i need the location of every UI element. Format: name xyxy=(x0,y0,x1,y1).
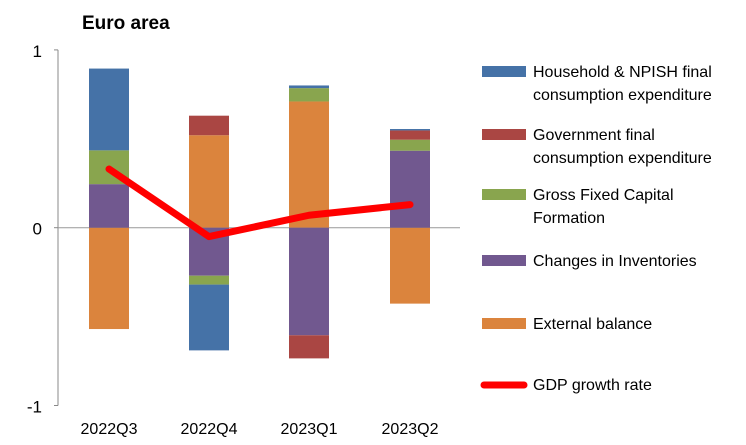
bar-segment xyxy=(390,227,430,304)
x-tick-label: 2022Q4 xyxy=(181,421,238,438)
bar-segment xyxy=(289,101,329,228)
bar-segment xyxy=(390,129,430,131)
legend-label: GDP growth rate xyxy=(533,377,652,394)
legend-label: Formation xyxy=(533,210,605,227)
legend-swatch xyxy=(482,189,526,200)
bar-segment xyxy=(289,227,329,336)
legend-label: Household & NPISH final xyxy=(533,64,712,81)
legend-label: Government final xyxy=(533,127,655,144)
y-tick-label: 0 xyxy=(33,220,42,239)
x-tick-label: 2023Q2 xyxy=(382,421,439,438)
legend-swatch xyxy=(482,255,526,266)
legend-label: Gross Fixed Capital xyxy=(533,187,674,204)
legend-swatch xyxy=(482,318,526,329)
x-tick-label: 2022Q3 xyxy=(81,421,138,438)
y-tick-label: 1 xyxy=(33,42,42,61)
bar-segment xyxy=(189,275,229,285)
bar-segment xyxy=(89,227,129,330)
gdp-line xyxy=(105,165,414,241)
bar-segment xyxy=(289,88,329,102)
x-tick-label: 2023Q1 xyxy=(281,421,338,438)
bar-segment xyxy=(89,184,129,228)
chart-title: Euro area xyxy=(82,13,170,34)
legend-swatch xyxy=(482,129,526,140)
bar-segment xyxy=(390,150,430,228)
bar-segment xyxy=(189,135,229,228)
bar-segment xyxy=(390,130,430,140)
legend-label: Changes in Inventories xyxy=(533,253,697,270)
legend-label: consumption expenditure xyxy=(533,87,712,104)
bar-segment xyxy=(289,335,329,359)
bar-segment xyxy=(189,284,229,351)
legend-swatch xyxy=(482,66,526,77)
legend-label: External balance xyxy=(533,316,652,333)
bar-segment xyxy=(390,139,430,151)
bar-segment xyxy=(89,68,129,151)
y-tick-label: -1 xyxy=(27,398,42,417)
bar-segment xyxy=(189,115,229,136)
legend-label: consumption expenditure xyxy=(533,150,712,167)
bar-segment xyxy=(289,85,329,89)
